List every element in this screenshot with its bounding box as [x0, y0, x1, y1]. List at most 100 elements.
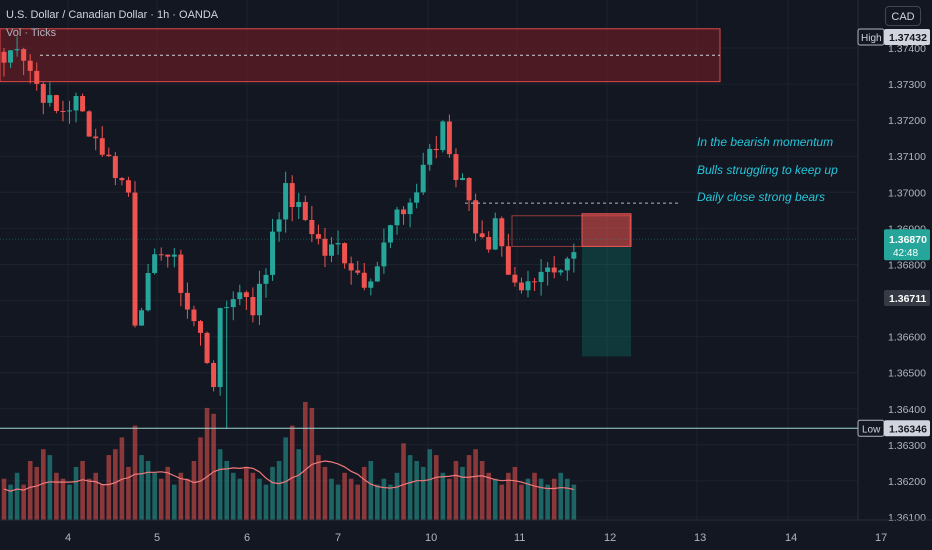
candle-body [86, 111, 92, 137]
candle-body [479, 233, 485, 238]
candle-body [67, 110, 72, 112]
candle-body [204, 332, 210, 364]
volume-bar [440, 472, 446, 520]
candle-body [230, 299, 236, 308]
price-tick-label: 1.37400 [888, 43, 926, 55]
volume-bar [67, 484, 72, 520]
volume-bar [375, 484, 380, 520]
candle-body [335, 243, 341, 245]
volume-bar [263, 484, 269, 520]
volume-bar [348, 478, 354, 520]
low-tag: Low [862, 424, 881, 435]
volume-bar [283, 437, 288, 520]
volume-bar [185, 478, 190, 520]
candle-body [211, 363, 217, 388]
price-tick-label: 1.36200 [888, 476, 926, 488]
candle-body [263, 274, 269, 284]
candle-body [486, 237, 492, 250]
volume-bar [250, 472, 256, 520]
volume-bar [512, 466, 518, 520]
volume-indicator-label[interactable]: Vol · Ticks [6, 27, 57, 39]
candle-body [256, 283, 262, 316]
candle-body [453, 154, 459, 180]
volume-bar [237, 478, 243, 520]
price-tick-label: 1.36600 [888, 332, 926, 344]
candle-body [99, 138, 105, 155]
candle-body [106, 154, 112, 157]
currency-button[interactable]: CAD [885, 6, 921, 26]
volume-bar [27, 461, 33, 520]
candle-body [270, 231, 276, 275]
volume-bar [329, 478, 334, 520]
candle-body [250, 296, 256, 316]
candle-body [171, 254, 177, 257]
candle-body [80, 96, 86, 112]
volume-bar [565, 478, 570, 520]
candle-body [112, 156, 118, 179]
candle-body [34, 70, 40, 84]
candle-body [466, 178, 472, 201]
volume-bar [132, 425, 138, 520]
volume-bar [381, 478, 387, 520]
candle-body [368, 281, 374, 288]
volume-bar [420, 466, 426, 520]
candle-body [545, 267, 551, 272]
volume-bar [401, 443, 406, 520]
time-tick-label: 10 [425, 532, 437, 544]
candle-body [387, 225, 393, 243]
high-tag: High [861, 33, 882, 44]
low-value: 1.36346 [889, 423, 927, 435]
volume-bar [1, 478, 7, 520]
candle-body [73, 96, 79, 111]
time-tick-label: 11 [514, 532, 525, 544]
volume-bar [106, 455, 112, 520]
candle-body [139, 310, 145, 326]
volume-bar [525, 478, 531, 520]
grid [0, 0, 879, 520]
volume-bar [244, 466, 249, 520]
volume-bar [178, 472, 184, 520]
candle-body [60, 111, 66, 113]
volume-bar [86, 478, 92, 520]
volume-bar [224, 461, 229, 520]
candle-body [1, 51, 7, 63]
candle-body [361, 272, 367, 288]
volume-bar [538, 478, 544, 520]
time-tick-label: 5 [154, 532, 160, 544]
candle-body [492, 218, 498, 250]
volume-bar [204, 407, 210, 520]
candle-body [191, 309, 197, 322]
position-stop-zone[interactable] [581, 213, 632, 247]
high-value-box [884, 29, 930, 45]
volume-series [1, 402, 577, 520]
annotation-text: Bulls struggling to keep up [697, 163, 838, 177]
symbol-title: U.S. Dollar / Canadian Dollar · 1h · OAN… [6, 9, 219, 21]
volume-bar [172, 484, 177, 520]
candle-body [460, 178, 465, 180]
volume-bar [322, 466, 328, 520]
candle-body [152, 254, 158, 273]
volume-bar [73, 466, 79, 520]
volume-bar [335, 484, 341, 520]
annotation-text: Daily close strong bears [697, 190, 825, 204]
position-target-zone[interactable] [582, 246, 631, 357]
volume-bar [388, 484, 393, 520]
candle-body [289, 183, 295, 207]
candle-body [512, 274, 518, 283]
price-tick-label: 1.37000 [888, 187, 926, 199]
volume-bar [492, 478, 498, 520]
volume-bar [519, 484, 524, 520]
time-tick-label: 7 [335, 532, 341, 544]
volume-bar [355, 484, 360, 520]
candle-body [427, 148, 433, 165]
volume-bar [466, 455, 472, 520]
candle-body [315, 234, 321, 239]
candle-body [145, 272, 151, 311]
candle-body [283, 183, 289, 220]
volume-bar [211, 413, 216, 520]
reference-price-box [884, 290, 930, 306]
volume-bar [158, 478, 164, 520]
volume-bar [460, 466, 465, 520]
candle-body [217, 308, 223, 388]
